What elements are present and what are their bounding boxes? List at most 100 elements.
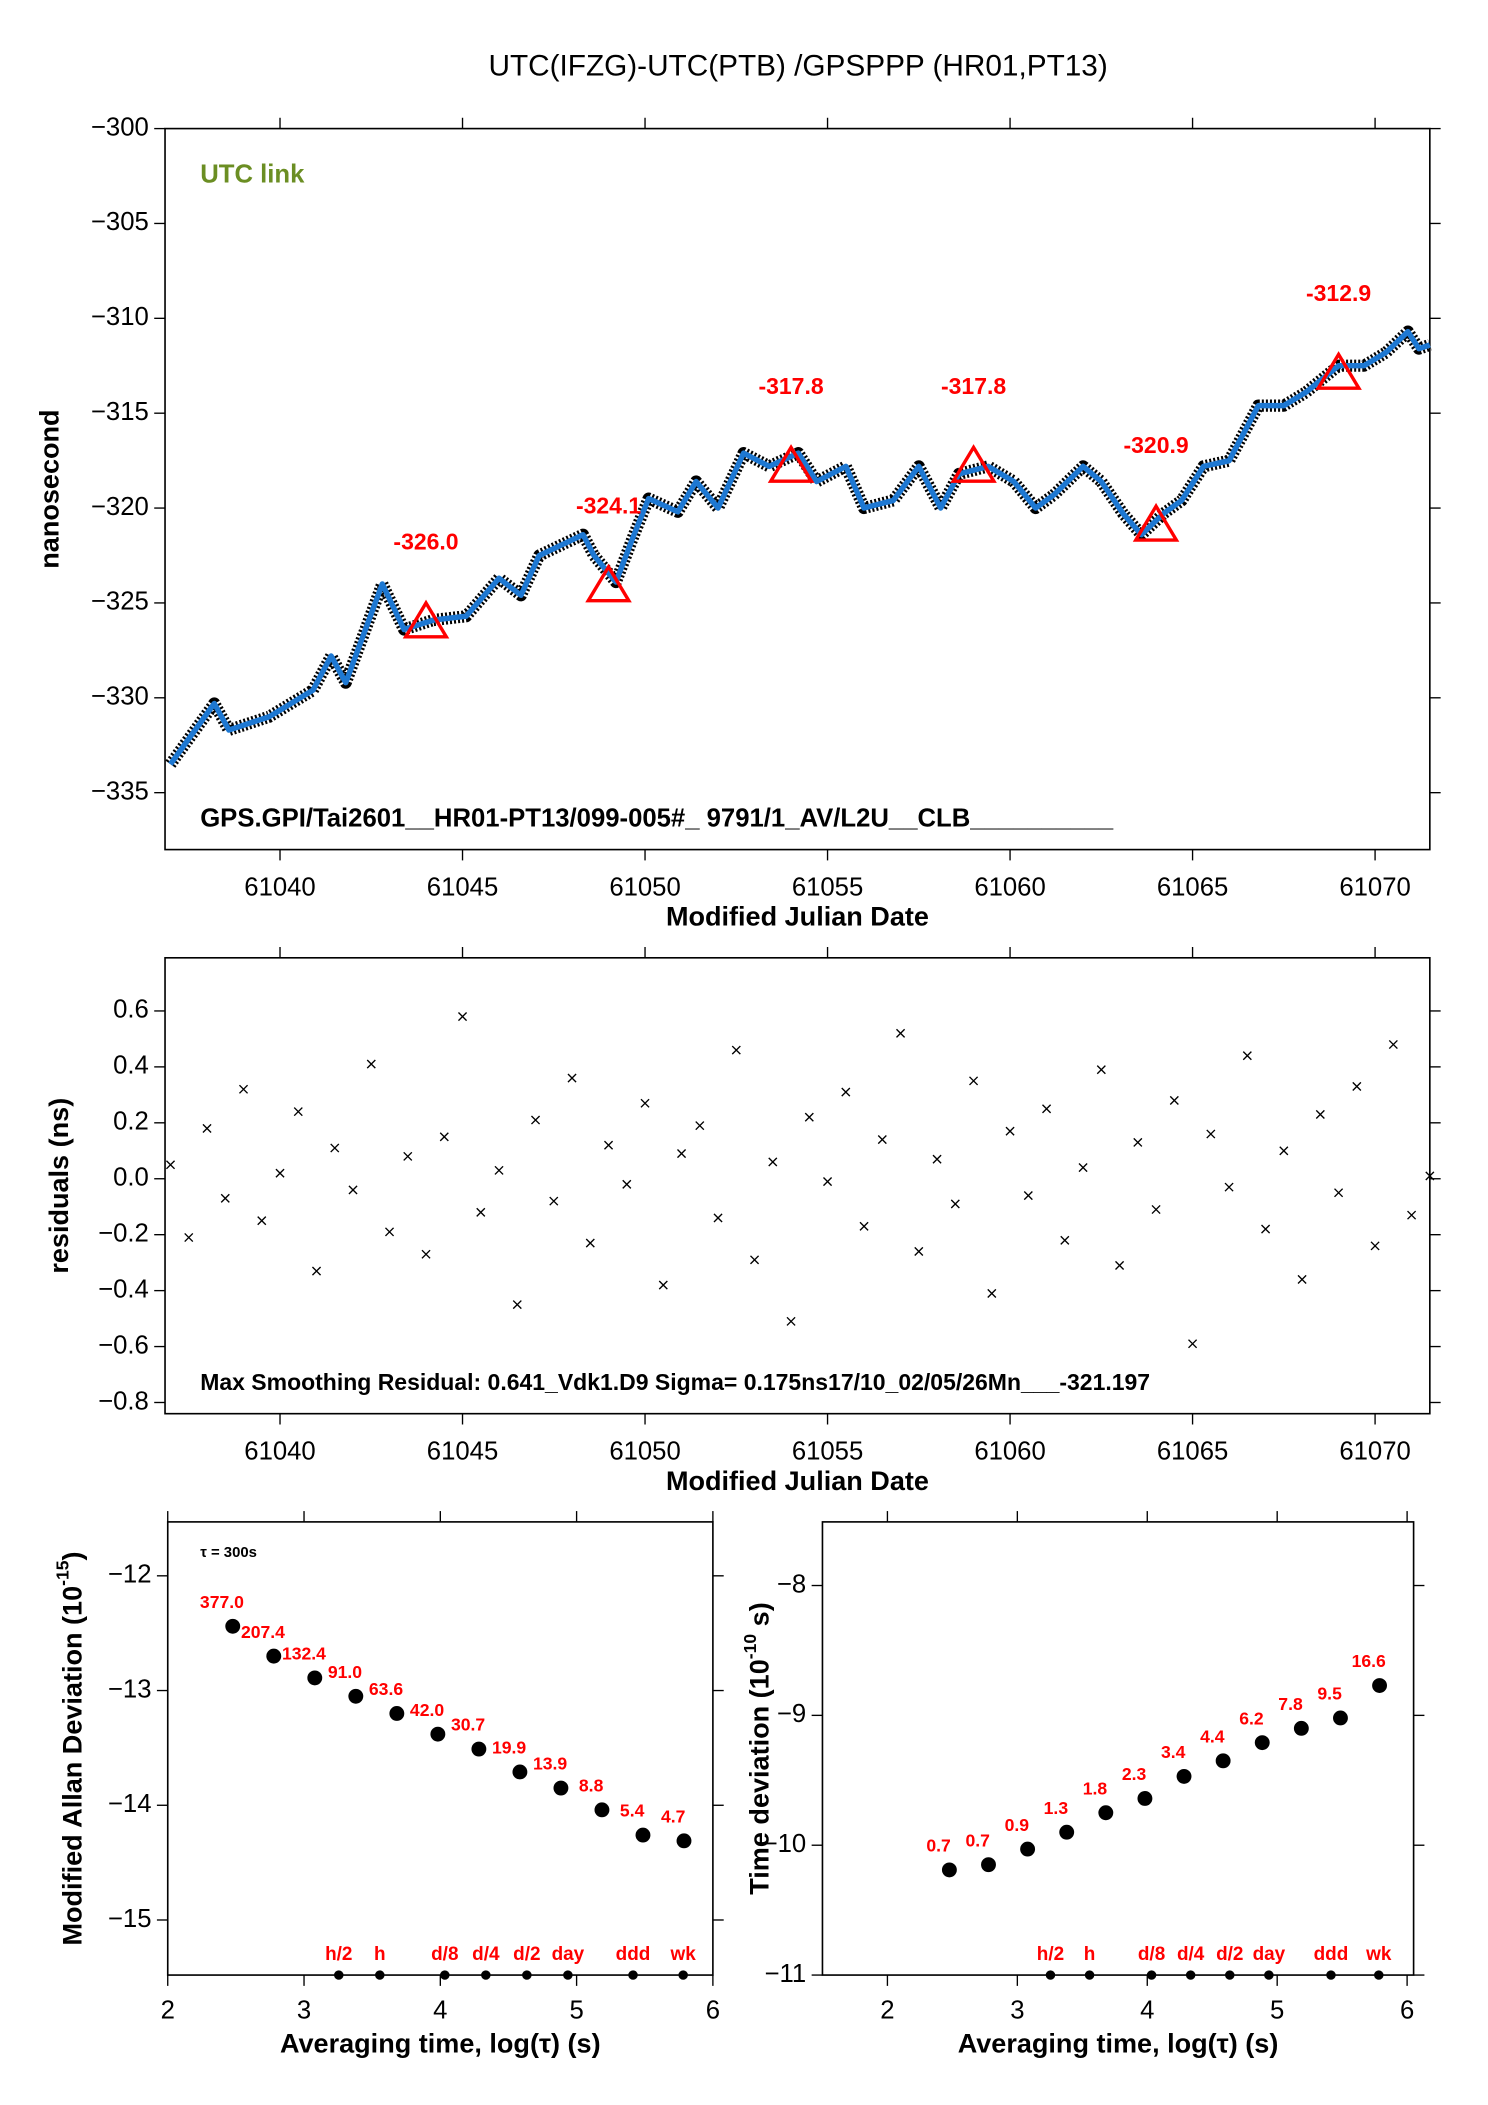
point — [165, 1160, 176, 1170]
x-tick-label: 61045 — [427, 874, 498, 902]
x-tick-label: 61050 — [609, 1438, 680, 1466]
triangle-marker — [950, 444, 997, 483]
point — [439, 1132, 449, 1142]
y-tick-label: −15 — [108, 1905, 152, 1933]
x-tick-label: 2 — [161, 1996, 175, 2024]
x-axis-label: Modified Julian Date — [666, 1466, 929, 1496]
point — [932, 1154, 942, 1164]
point-label: 0.9 — [1005, 1815, 1030, 1835]
reference-dot — [1185, 1970, 1196, 1980]
reference-label: wk — [670, 1944, 697, 1965]
point — [640, 1098, 650, 1108]
point — [311, 1266, 322, 1276]
y-tick-label: −305 — [91, 208, 149, 236]
point — [804, 1112, 814, 1122]
x-tick-label: 61065 — [1157, 1438, 1228, 1466]
y-tick-label: −0.6 — [98, 1331, 149, 1359]
y-axis-label-text: Modified Allan Deviation (10 — [58, 1586, 88, 1946]
point — [567, 1073, 577, 1083]
point-label: 2.3 — [1122, 1764, 1147, 1784]
y-tick-label: −320 — [91, 493, 149, 521]
point — [731, 1045, 741, 1055]
y-axis-label: nanosecond — [35, 409, 65, 568]
point-label: 42.0 — [410, 1700, 444, 1720]
point — [987, 1288, 997, 1298]
y-axis-label-exponent: -10 — [739, 1634, 759, 1660]
y-tick-label: −0.2 — [98, 1219, 149, 1247]
point — [1315, 1109, 1325, 1119]
reference-dot — [481, 1970, 491, 1980]
reference-dot — [375, 1970, 385, 1980]
reference-dot — [563, 1970, 573, 1980]
point — [512, 1300, 522, 1310]
point — [1137, 1791, 1153, 1806]
y-axis-label-exponent: -15 — [52, 1560, 72, 1586]
triangle-marker — [402, 599, 450, 639]
reference-dot — [1264, 1970, 1274, 1980]
point — [1098, 1805, 1114, 1821]
plot-frame — [821, 1521, 1415, 1976]
point — [1005, 1126, 1015, 1136]
y-tick-label: −11 — [765, 1960, 807, 1988]
point — [307, 1670, 323, 1686]
point — [585, 1238, 595, 1248]
triangle-marker — [1315, 351, 1362, 390]
marker-label: -324.1 — [576, 492, 641, 518]
y-axis-label-text: Time deviation (10 — [745, 1659, 775, 1895]
point — [1224, 1182, 1234, 1192]
footnote: GPS.GPI/Tai2601__HR01-PT13/099-005#_ 979… — [200, 805, 1114, 833]
reference-label: d/8 — [431, 1944, 458, 1965]
marker-label: -320.9 — [1123, 432, 1188, 458]
point-label: 1.8 — [1083, 1778, 1108, 1798]
point — [384, 1227, 395, 1237]
point — [1133, 1137, 1143, 1147]
point — [1334, 1188, 1344, 1198]
point — [220, 1193, 230, 1203]
point — [266, 1648, 282, 1664]
point — [1060, 1235, 1070, 1245]
point — [471, 1741, 487, 1757]
point — [1279, 1146, 1289, 1156]
reference-label: d/8 — [1138, 1944, 1165, 1965]
x-tick-label: 61045 — [427, 1438, 498, 1466]
point — [950, 1199, 960, 1209]
reference-dot — [334, 1970, 344, 1980]
x-tick-label: 61040 — [244, 1438, 315, 1466]
point — [389, 1706, 405, 1721]
reference-dot — [678, 1970, 688, 1980]
x-tick-label: 61040 — [244, 874, 315, 902]
reference-dot — [628, 1970, 638, 1980]
point — [202, 1123, 212, 1133]
point — [981, 1857, 996, 1873]
plot-frame — [164, 956, 1431, 1415]
point — [1254, 1735, 1270, 1751]
point-label: 0.7 — [965, 1830, 989, 1850]
marker-label: -326.0 — [393, 529, 458, 555]
y-tick-label: −14 — [108, 1790, 152, 1818]
reference-dot — [522, 1970, 532, 1980]
point — [1242, 1051, 1252, 1061]
point — [1425, 1171, 1435, 1181]
point — [184, 1232, 194, 1243]
point-label: 8.8 — [579, 1776, 604, 1796]
point — [622, 1179, 632, 1189]
point — [293, 1107, 303, 1117]
x-tick-label: 4 — [433, 1996, 447, 2024]
point-label: 1.3 — [1044, 1798, 1069, 1818]
reference-label: day — [1253, 1944, 1286, 1965]
y-axis-label-end: ) — [58, 1551, 88, 1560]
x-tick-label: 3 — [297, 1996, 311, 2024]
reference-label: d/2 — [1216, 1944, 1243, 1965]
y-tick-label: 0.0 — [113, 1164, 149, 1192]
point — [1023, 1190, 1033, 1201]
y-tick-label: −310 — [91, 303, 149, 331]
point — [658, 1280, 668, 1290]
triangle-marker — [767, 444, 815, 483]
point — [1206, 1129, 1216, 1139]
point-label: 13.9 — [533, 1754, 567, 1774]
point-label: 9.5 — [1317, 1684, 1342, 1704]
point — [1188, 1339, 1198, 1349]
reference-label: d/2 — [513, 1944, 540, 1965]
reference-label: ddd — [1314, 1944, 1349, 1965]
